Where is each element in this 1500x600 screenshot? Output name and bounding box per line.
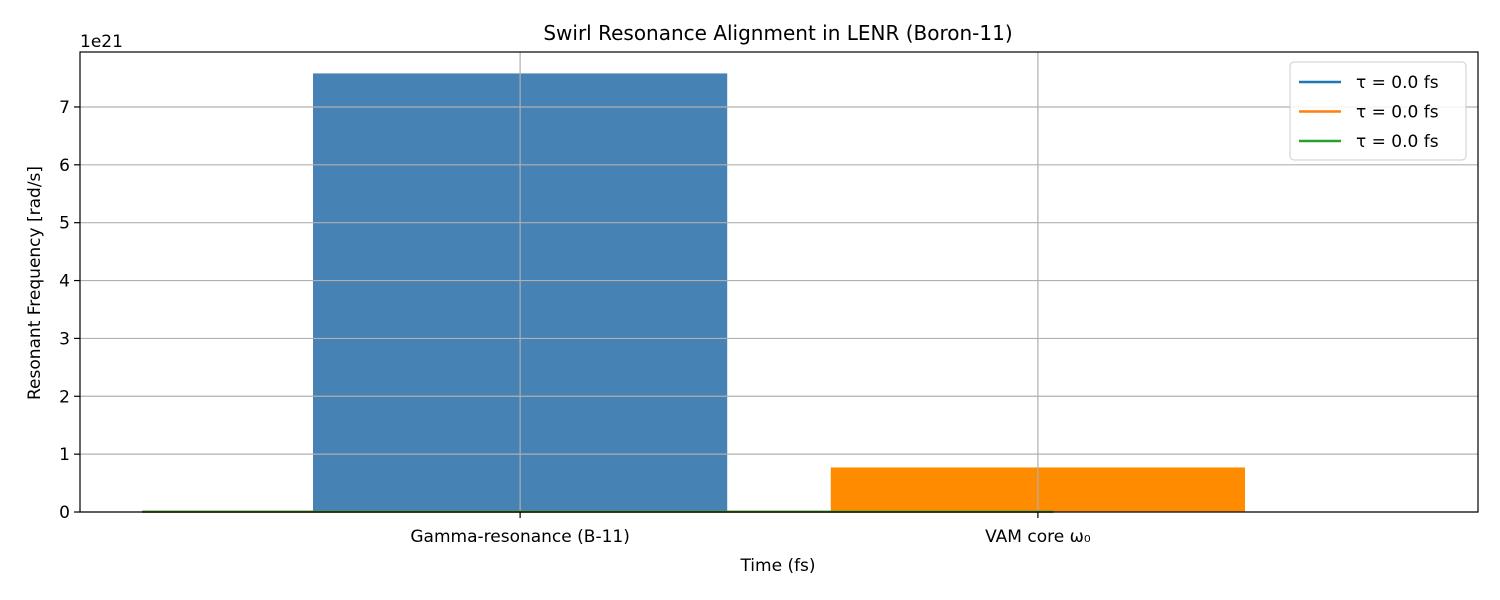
legend-box — [1289, 61, 1467, 161]
y-tick-label: 5 — [59, 214, 70, 234]
chart-title: Swirl Resonance Alignment in LENR (Boron… — [543, 21, 1012, 45]
x-tick-label: Gamma-resonance (B-11) — [410, 527, 629, 547]
y-tick-label: 2 — [59, 387, 70, 407]
legend-label: τ = 0.0 fs — [1356, 103, 1439, 123]
y-tick-label: 0 — [59, 503, 70, 523]
legend-label: τ = 0.0 fs — [1356, 73, 1439, 93]
plot-frame — [79, 51, 1479, 513]
legend-label: τ = 0.0 fs — [1356, 132, 1439, 152]
x-axis-title: Time (fs) — [739, 556, 815, 576]
y-tick-label: 4 — [59, 272, 70, 292]
y-tick-label: 3 — [59, 329, 70, 349]
legend: τ = 0.0 fs τ = 0.0 fs τ = 0.0 fs — [1289, 61, 1467, 161]
y-axis-scale-label: 1e21 — [80, 32, 123, 52]
y-tick-label: 7 — [59, 98, 70, 118]
y-axis-title: Resonant Frequency [rad/s] — [25, 166, 45, 400]
y-tick-label: 6 — [59, 156, 70, 176]
x-tick-label: VAM core ω₀ — [985, 527, 1091, 547]
grid — [80, 52, 1478, 513]
axis-ticks: 0 1 2 3 4 5 6 7 Gamma-resonance (B-11) VAM core ω… — [59, 98, 1091, 547]
y-tick-label: 1 — [59, 445, 70, 465]
